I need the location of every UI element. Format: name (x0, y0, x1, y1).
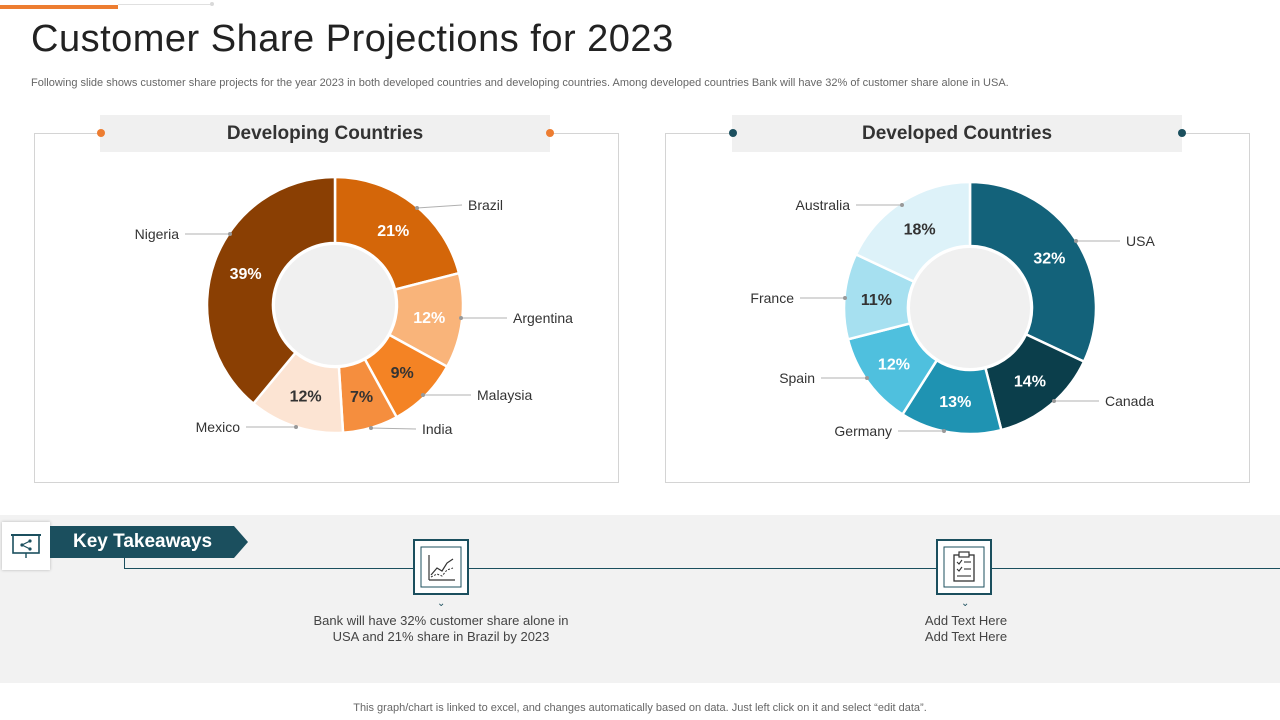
takeaway-1-line-1: Bank will have 32% customer share alone … (313, 613, 569, 628)
takeaway-2-line-1: Add Text Here (924, 613, 1008, 628)
key-takeaways-heading: Key Takeaways (73, 531, 213, 552)
donut-hole (275, 245, 395, 365)
developing-panel-header: Developing Countries (100, 115, 550, 152)
data-label: 12% (878, 356, 910, 373)
leader-dot (415, 206, 419, 210)
leader-dot (228, 232, 232, 236)
takeaway-2-icon-box (936, 539, 992, 595)
donut-charts[interactable]: 21% 12% 9% 7% 12% 39% Brazil Argentina Malaysia I… (0, 0, 1280, 500)
page-subtitle: Following slide shows customer share pro… (31, 77, 1009, 89)
category-label: Nigeria (135, 226, 180, 242)
data-label: 32% (1033, 251, 1065, 268)
donut-slice-nigeria[interactable] (205, 175, 337, 406)
data-label: 9% (391, 365, 414, 382)
takeaway-2-line-2: Add Text Here (924, 629, 1008, 644)
category-label: Canada (1105, 393, 1154, 409)
header-dot (729, 129, 737, 137)
data-label: 39% (230, 266, 262, 283)
data-label: 21% (377, 223, 409, 240)
category-label: France (750, 290, 794, 306)
category-label: Australia (796, 197, 851, 213)
leader-dot (900, 203, 904, 207)
takeaway-1-text: Bank will have 32% customer share alone … (281, 613, 601, 645)
category-label: Spain (779, 370, 815, 386)
data-label: 13% (939, 394, 971, 411)
leader-dot (865, 376, 869, 380)
leader-dot (421, 393, 425, 397)
key-takeaways-banner (50, 526, 248, 558)
data-label: 12% (413, 310, 445, 327)
takeaway-1-line-2: USA and 21% share in Brazil by 2023 (332, 629, 550, 644)
header-dot (1178, 129, 1186, 137)
developed-panel-header: Developed Countries (732, 115, 1182, 152)
data-label: 12% (290, 388, 322, 405)
category-label: Malaysia (477, 387, 532, 403)
category-label: Brazil (468, 197, 503, 213)
data-label: 18% (904, 222, 936, 239)
takeaway-1-icon-box (413, 539, 469, 595)
top-accent-line (118, 4, 212, 5)
page-title: Customer Share Projections for 2023 (31, 18, 674, 60)
category-label: USA (1126, 233, 1155, 249)
leader-line (416, 204, 463, 209)
top-accent-dot (210, 2, 214, 6)
donut-slice-usa[interactable] (968, 180, 1098, 364)
donut-hole (910, 248, 1030, 368)
line-chart-icon (420, 546, 462, 588)
top-accent-bar (0, 5, 118, 9)
timeline-line (124, 568, 1280, 569)
leader-dot (942, 429, 946, 433)
leader-dot (369, 426, 373, 430)
leader-dot (294, 425, 298, 429)
donut-slice-brazil[interactable] (333, 175, 461, 292)
leader-dot (1074, 239, 1078, 243)
donut-slice-australia[interactable] (854, 180, 972, 284)
chevron-down-icon: ⌄ (961, 598, 970, 609)
clipboard-checklist-icon (943, 546, 985, 588)
data-label: 14% (1014, 373, 1046, 390)
leader-dot (843, 296, 847, 300)
presentation-icon-box (2, 522, 50, 570)
category-label: India (422, 421, 453, 437)
header-dot (546, 129, 554, 137)
footer-note: This graph/chart is linked to excel, and… (353, 702, 927, 714)
category-label: Germany (834, 423, 892, 439)
leader-dot (1052, 399, 1056, 403)
leader-line (370, 427, 417, 430)
chevron-down-icon: ⌄ (437, 598, 446, 609)
leader-dot (459, 316, 463, 320)
timeline-connector (124, 558, 125, 569)
category-label: Argentina (513, 310, 573, 326)
data-label: 11% (861, 292, 892, 309)
data-label: 7% (350, 389, 373, 406)
header-dot (97, 129, 105, 137)
presentation-board-icon (11, 534, 41, 558)
category-label: Mexico (196, 419, 241, 435)
takeaway-2-text: Add Text Here Add Text Here (866, 613, 1066, 645)
